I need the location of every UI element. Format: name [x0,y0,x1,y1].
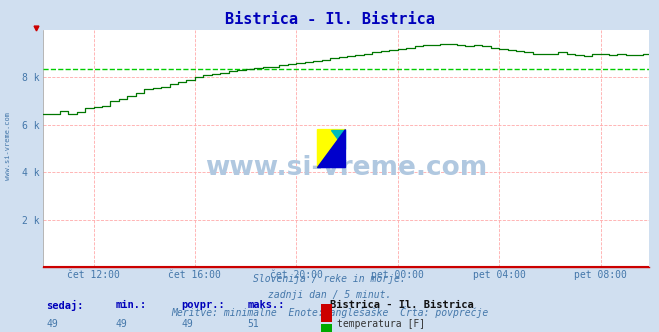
Text: zadnji dan / 5 minut.: zadnji dan / 5 minut. [268,290,391,300]
Polygon shape [318,129,345,168]
Text: maks.:: maks.: [247,300,285,310]
Polygon shape [318,129,345,168]
Text: 51: 51 [247,319,259,329]
Text: Meritve: minimalne  Enote: anglešaške  Črta: povprečje: Meritve: minimalne Enote: anglešaške Črt… [171,306,488,318]
Text: povpr.:: povpr.: [181,300,225,310]
Text: sedaj:: sedaj: [46,300,84,311]
Text: 49: 49 [46,319,58,329]
Text: Slovenija / reke in morje.: Slovenija / reke in morje. [253,274,406,284]
Text: 49: 49 [115,319,127,329]
Text: min.:: min.: [115,300,146,310]
Text: Bistrica - Il. Bistrica: Bistrica - Il. Bistrica [225,12,434,27]
Text: www.si-vreme.com: www.si-vreme.com [205,155,487,181]
Text: temperatura [F]: temperatura [F] [337,319,426,329]
Text: Bistrica - Il. Bistrica: Bistrica - Il. Bistrica [330,300,473,310]
Text: www.si-vreme.com: www.si-vreme.com [5,112,11,180]
Polygon shape [331,129,345,148]
Text: 49: 49 [181,319,193,329]
